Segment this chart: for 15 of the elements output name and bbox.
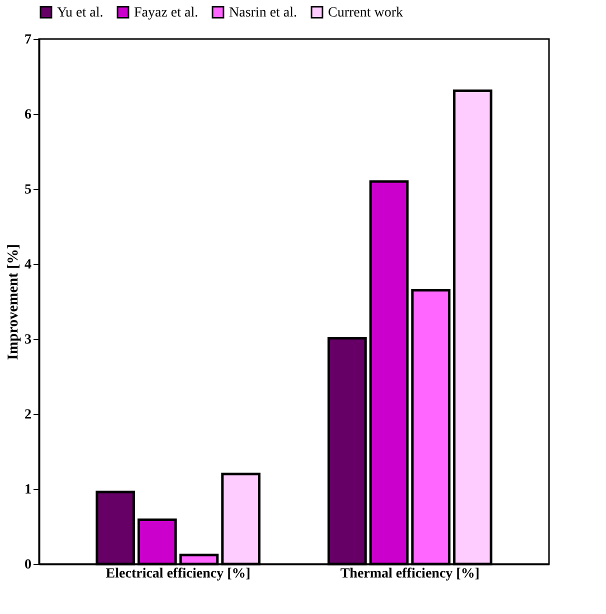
legend-label: Yu et al. [57, 5, 104, 20]
y-axis-title: Improvement [%] [6, 244, 22, 360]
legend-label: Nasrin et al. [229, 5, 298, 20]
y-tick-label: 4 [24, 258, 32, 272]
x-tick-label: Thermal efficiency [%] [340, 566, 480, 582]
y-tick-label: 7 [24, 32, 32, 48]
y-tick-label: 5 [24, 182, 32, 198]
y-tick-label: 2 [24, 408, 32, 422]
y-tick-label: 1 [24, 482, 32, 498]
y-tick-label: 0 [24, 558, 32, 572]
legend-label: Current work [328, 5, 404, 20]
y-tick-label: 3 [24, 332, 32, 348]
y-tick-label: 6 [24, 108, 32, 122]
legend-label: Fayaz et al. [134, 5, 198, 20]
x-tick-label: Electrical efficiency [%] [106, 566, 250, 582]
